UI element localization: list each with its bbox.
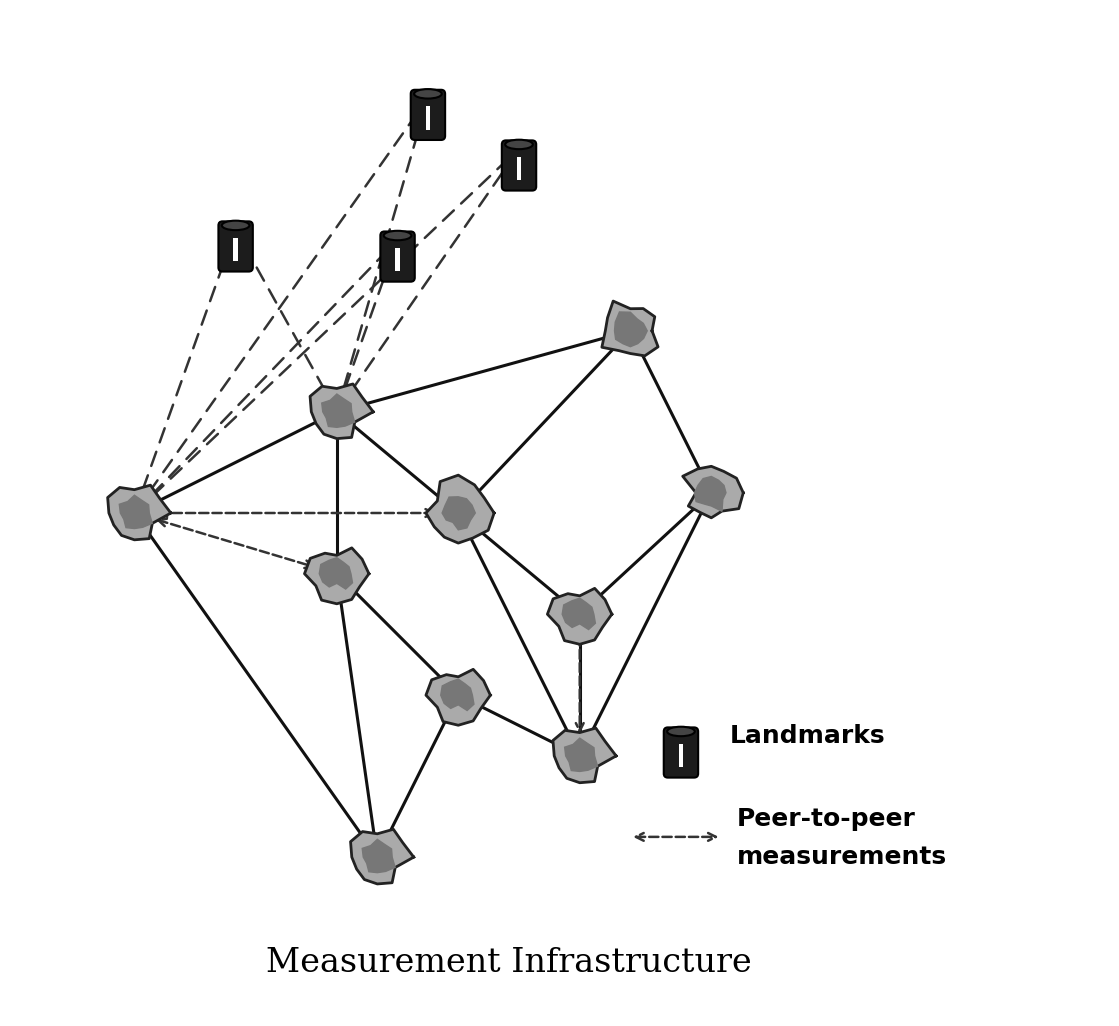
Ellipse shape bbox=[222, 221, 250, 230]
Bar bbox=[517, 157, 521, 181]
Polygon shape bbox=[695, 476, 726, 511]
FancyBboxPatch shape bbox=[501, 141, 536, 191]
Polygon shape bbox=[442, 497, 476, 529]
Polygon shape bbox=[614, 312, 647, 347]
Polygon shape bbox=[426, 669, 490, 725]
Polygon shape bbox=[426, 475, 495, 543]
Polygon shape bbox=[319, 558, 352, 589]
Text: Landmarks: Landmarks bbox=[730, 723, 885, 748]
Bar bbox=[395, 248, 399, 271]
Polygon shape bbox=[120, 496, 152, 528]
FancyBboxPatch shape bbox=[380, 232, 415, 282]
Polygon shape bbox=[565, 738, 598, 772]
Text: Peer-to-peer: Peer-to-peer bbox=[736, 806, 915, 831]
Ellipse shape bbox=[384, 231, 412, 240]
FancyBboxPatch shape bbox=[664, 727, 698, 778]
Bar bbox=[425, 107, 431, 129]
Polygon shape bbox=[683, 466, 743, 518]
Text: measurements: measurements bbox=[736, 845, 947, 869]
Polygon shape bbox=[553, 728, 617, 783]
Ellipse shape bbox=[667, 726, 695, 737]
Bar bbox=[233, 238, 238, 262]
Polygon shape bbox=[547, 588, 612, 644]
Polygon shape bbox=[602, 301, 658, 356]
FancyBboxPatch shape bbox=[218, 222, 253, 272]
Polygon shape bbox=[304, 548, 369, 603]
FancyBboxPatch shape bbox=[411, 90, 445, 140]
Ellipse shape bbox=[505, 140, 533, 149]
Bar bbox=[678, 744, 684, 767]
Polygon shape bbox=[107, 485, 171, 540]
Polygon shape bbox=[310, 384, 374, 438]
Polygon shape bbox=[363, 839, 395, 873]
Polygon shape bbox=[322, 394, 355, 428]
Polygon shape bbox=[441, 679, 474, 710]
Text: Measurement Infrastructure: Measurement Infrastructure bbox=[266, 947, 752, 979]
Polygon shape bbox=[562, 598, 595, 630]
Polygon shape bbox=[350, 829, 414, 884]
Ellipse shape bbox=[414, 89, 442, 98]
